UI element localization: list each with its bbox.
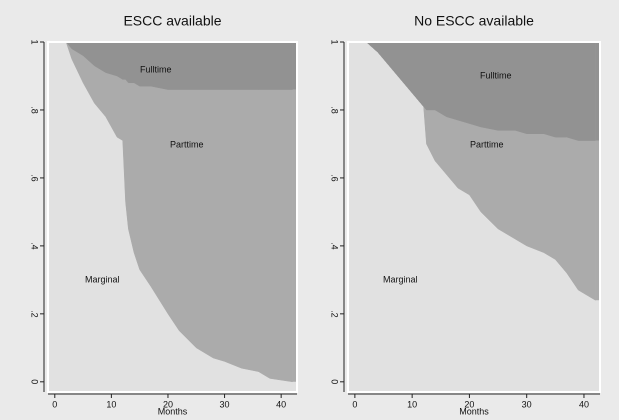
chart-title: No ESCC available [414, 13, 534, 29]
y-tick-label: .8 [330, 106, 340, 114]
x-axis-label: Months [459, 406, 489, 416]
chart-title: ESCC available [123, 13, 221, 29]
plot-frame [347, 41, 601, 393]
x-tick-label: 30 [220, 399, 230, 409]
area-edge [595, 140, 600, 301]
area-edge [292, 89, 297, 382]
y-tick-label: .6 [30, 174, 40, 182]
area-label: Parttime [170, 139, 204, 149]
area-edge [595, 42, 600, 141]
x-tick-label: 10 [407, 399, 417, 409]
area-edge [292, 42, 297, 90]
area-edge [595, 300, 600, 392]
area-edge [292, 381, 297, 392]
x-tick-label: 0 [352, 399, 357, 409]
area-label: Fulltime [480, 70, 512, 80]
x-tick-label: 30 [522, 399, 532, 409]
y-tick-label: 1 [30, 39, 40, 44]
x-tick-label: 20 [163, 399, 173, 409]
y-tick-label: 1 [330, 39, 340, 44]
y-tick-label: 0 [330, 379, 340, 384]
y-tick-label: .2 [330, 310, 340, 318]
x-tick-label: 20 [464, 399, 474, 409]
area-label: Marginal [383, 274, 418, 284]
x-tick-label: 10 [106, 399, 116, 409]
x-tick-label: 0 [52, 399, 57, 409]
x-axis-label: Months [158, 406, 188, 416]
x-tick-label: 40 [579, 399, 589, 409]
area-label: Parttime [470, 139, 504, 149]
plot-frame [47, 41, 298, 393]
y-tick-label: 0 [30, 379, 40, 384]
y-tick-label: .4 [30, 242, 40, 250]
y-tick-label: .6 [330, 174, 340, 182]
y-tick-label: .4 [330, 242, 340, 250]
x-tick-label: 40 [276, 399, 286, 409]
area-label: Marginal [85, 274, 120, 284]
y-tick-label: .8 [30, 106, 40, 114]
area-label: Fulltime [140, 64, 172, 74]
y-tick-label: .2 [30, 310, 40, 318]
